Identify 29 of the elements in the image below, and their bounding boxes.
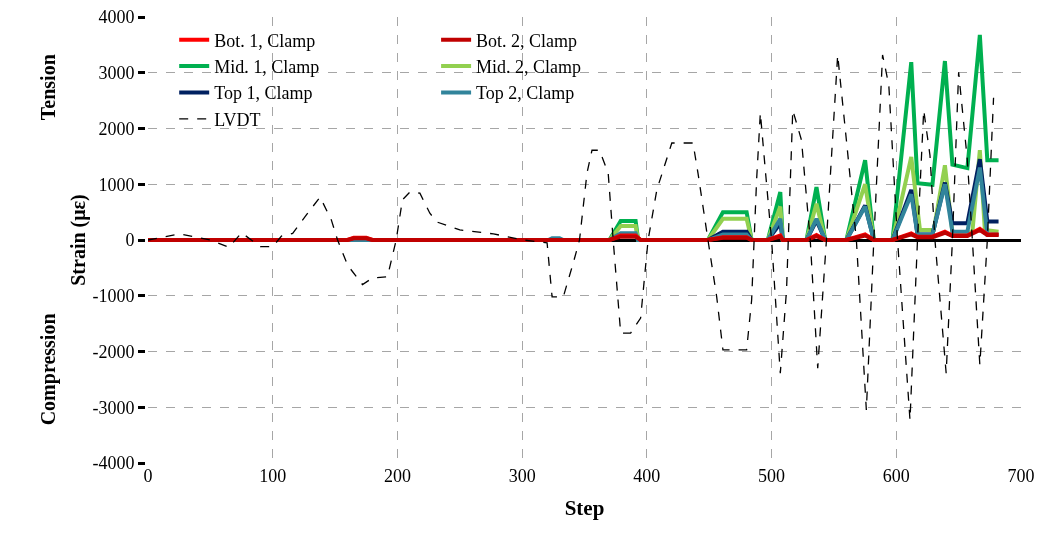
x-tick-label: 400 [633, 466, 661, 486]
legend-label: Mid. 2, Clamp [476, 57, 582, 78]
legend-label: LVDT [214, 109, 261, 130]
x-tick-label: 700 [1007, 466, 1035, 486]
y-tick-label: -3000 [92, 397, 135, 418]
y-axis-title: Strain (με) [66, 194, 90, 286]
x-tick-label: 200 [383, 466, 411, 486]
y-tick-label: -2000 [92, 341, 135, 362]
legend-label: Top 1, Clamp [214, 83, 313, 104]
x-tick-label: 300 [508, 466, 536, 486]
legend-label: Mid. 1, Clamp [214, 57, 320, 78]
legend-label: Bot. 1, Clamp [214, 30, 316, 51]
line-series [148, 227, 1001, 242]
y-tick-label: -4000 [92, 453, 135, 474]
legend-label: Top 2, Clamp [476, 83, 575, 104]
y-tick-label: 1000 [98, 174, 135, 195]
x-tick-label: 100 [259, 466, 287, 486]
legend-label: Bot. 2, Clamp [476, 30, 578, 51]
y-tick-label: 0 [125, 230, 135, 251]
y-tick-label: 2000 [98, 118, 135, 139]
y-tick-label: 4000 [98, 7, 135, 28]
y-tick-label: -1000 [92, 286, 135, 307]
x-tick-label: 500 [758, 466, 786, 486]
text: Compression [36, 313, 60, 426]
y-tick-label: 3000 [98, 63, 135, 84]
x-tick-label: 0 [143, 466, 153, 486]
x-axis-title: Step [564, 496, 605, 521]
x-tick-label: 600 [882, 466, 910, 486]
text: Tension [36, 54, 59, 121]
